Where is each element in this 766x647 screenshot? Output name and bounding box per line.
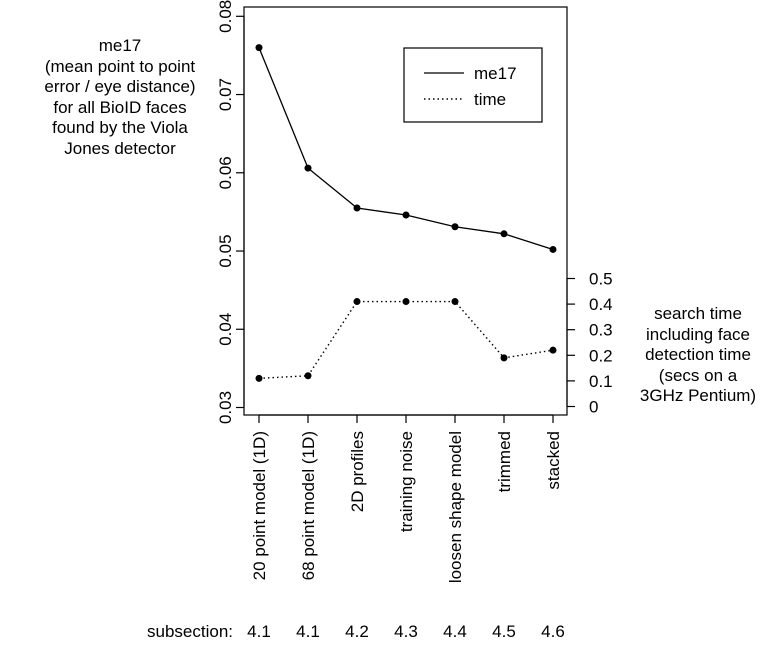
data-point-me17 bbox=[304, 164, 312, 172]
subsection-value: 4.1 bbox=[247, 622, 271, 641]
right-axis-tick-label: 0.5 bbox=[589, 270, 613, 289]
right-annotation-line: detection time bbox=[645, 345, 751, 364]
data-point-time bbox=[255, 374, 263, 382]
subsection-value: 4.1 bbox=[296, 622, 320, 641]
left-annotation-line: (mean point to point bbox=[44, 56, 196, 76]
subsection-value: 4.6 bbox=[541, 622, 565, 641]
left-annotation-line: for all BioID faces bbox=[53, 97, 187, 117]
x-axis-tick-label: stacked bbox=[544, 431, 563, 490]
left-annotation-line: found by the Viola bbox=[52, 118, 188, 137]
left-axis-annotation: me17 (mean point to point error / eye di… bbox=[2, 36, 238, 159]
legend-label: me17 bbox=[474, 64, 517, 83]
left-axis-tick-label: 0.08 bbox=[216, 0, 235, 33]
data-point-me17 bbox=[500, 230, 508, 238]
legend-label: time bbox=[474, 90, 506, 109]
data-point-time bbox=[402, 298, 410, 306]
left-annotation-line: Jones detector bbox=[64, 138, 176, 158]
x-axis-tick-label: loosen shape model bbox=[446, 431, 465, 583]
left-axis-tick-label: 0.05 bbox=[216, 234, 235, 267]
left-axis-tick-label: 0.04 bbox=[216, 313, 235, 346]
right-axis-tick-label: 0.1 bbox=[589, 372, 613, 391]
data-point-me17 bbox=[549, 245, 557, 253]
series-line-time bbox=[258, 300, 554, 380]
right-annotation-line: search time bbox=[654, 304, 742, 323]
subsection-value: 4.5 bbox=[492, 622, 516, 641]
data-point-time bbox=[500, 354, 508, 362]
x-axis-tick-label: training noise bbox=[397, 431, 416, 532]
subsection-value: 4.3 bbox=[394, 622, 418, 641]
right-axis-tick-label: 0.3 bbox=[589, 321, 613, 340]
legend-box bbox=[403, 47, 543, 123]
data-point-time bbox=[451, 298, 459, 306]
data-point-time bbox=[549, 346, 557, 354]
right-annotation-line: including face bbox=[646, 324, 750, 344]
x-axis-tick-label: 2D profiles bbox=[348, 431, 367, 512]
x-axis-tick-label: 68 point model (1D) bbox=[299, 431, 318, 580]
x-axis-tick-label: trimmed bbox=[495, 431, 514, 492]
left-axis-tick-label: 0.03 bbox=[216, 391, 235, 424]
data-point-me17 bbox=[451, 223, 459, 231]
data-point-time bbox=[353, 298, 361, 306]
data-point-me17 bbox=[402, 211, 410, 219]
subsection-value: 4.2 bbox=[345, 622, 369, 641]
data-point-me17 bbox=[353, 204, 361, 212]
right-axis-tick-label: 0.2 bbox=[589, 346, 613, 365]
subsection-value: 4.4 bbox=[443, 622, 467, 641]
subsection-label: subsection: bbox=[147, 622, 233, 641]
left-axis-tick-label: 0.06 bbox=[216, 156, 235, 189]
right-axis-annotation: search time including face detection tim… bbox=[630, 304, 766, 407]
left-annotation-line: me17 bbox=[98, 36, 142, 55]
left-axis-tick-label: 0.07 bbox=[216, 78, 235, 111]
right-axis-tick-label: 0 bbox=[589, 398, 598, 417]
x-axis-tick-label: 20 point model (1D) bbox=[250, 431, 269, 580]
right-annotation-line: (secs on a bbox=[658, 365, 738, 385]
data-point-time bbox=[304, 372, 312, 380]
right-axis-tick-label: 0.4 bbox=[589, 295, 613, 314]
data-point-me17 bbox=[255, 44, 263, 52]
left-annotation-line: error / eye distance) bbox=[44, 77, 196, 96]
right-annotation-line: 3GHz Pentium) bbox=[639, 386, 757, 405]
